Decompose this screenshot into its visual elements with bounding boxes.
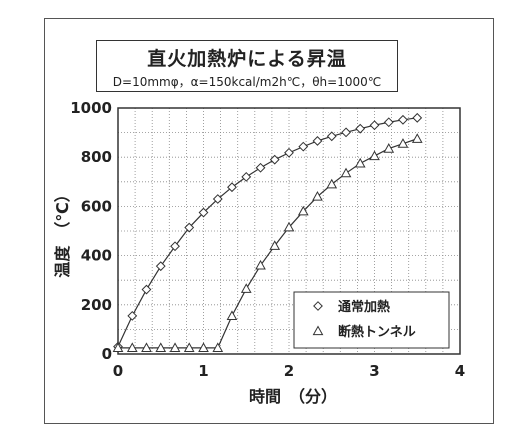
x-tick-label: 2 [284, 362, 294, 380]
data-point-triangle [398, 139, 407, 147]
y-tick-label: 0 [102, 345, 112, 363]
y-tick-label: 400 [81, 247, 112, 265]
y-axis-label: 温度 （℃） [53, 186, 72, 278]
data-point-diamond [370, 121, 378, 129]
x-tick-label: 0 [113, 362, 123, 380]
x-axis-label: 時間 （分） [249, 387, 337, 406]
chart-subtitle: D=10mmφ，α=150kcal/m2h℃，θh=1000℃ [97, 73, 397, 90]
data-point-triangle [256, 261, 265, 269]
data-point-triangle [413, 134, 422, 142]
x-tick-label: 4 [455, 362, 465, 380]
data-point-diamond [342, 128, 350, 136]
data-point-diamond [299, 142, 307, 150]
title-box: 直火加熱炉による昇温 D=10mmφ，α=150kcal/m2h℃，θh=100… [96, 40, 398, 92]
y-tick-label: 200 [81, 296, 112, 314]
data-point-diamond [285, 149, 293, 157]
data-point-triangle [370, 151, 379, 159]
data-point-diamond [385, 118, 393, 126]
data-point-diamond [413, 114, 421, 122]
data-point-triangle [242, 284, 251, 292]
y-tick-label: 600 [81, 197, 112, 215]
y-tick-label: 1000 [70, 99, 112, 117]
data-point-diamond [313, 137, 321, 145]
data-point-diamond [142, 285, 150, 293]
x-tick-label: 1 [198, 362, 208, 380]
data-point-triangle [384, 144, 393, 152]
data-point-diamond [256, 164, 264, 172]
legend-label-normal-heating: 通常加熱 [338, 299, 390, 315]
x-tick-label: 3 [369, 362, 379, 380]
y-tick-label: 800 [81, 148, 112, 166]
data-point-triangle [327, 180, 336, 188]
legend-label-insulated-tunnel: 断熱トンネル [338, 324, 416, 340]
data-point-triangle [342, 169, 351, 177]
data-point-triangle [227, 311, 236, 319]
data-point-diamond [399, 116, 407, 124]
data-point-diamond [356, 124, 364, 132]
chart-title: 直火加熱炉による昇温 [97, 44, 397, 71]
data-point-diamond [242, 173, 250, 181]
data-point-diamond [157, 262, 165, 270]
legend: 通常加熱 断熱トンネル [294, 292, 449, 348]
data-point-diamond [328, 132, 336, 140]
